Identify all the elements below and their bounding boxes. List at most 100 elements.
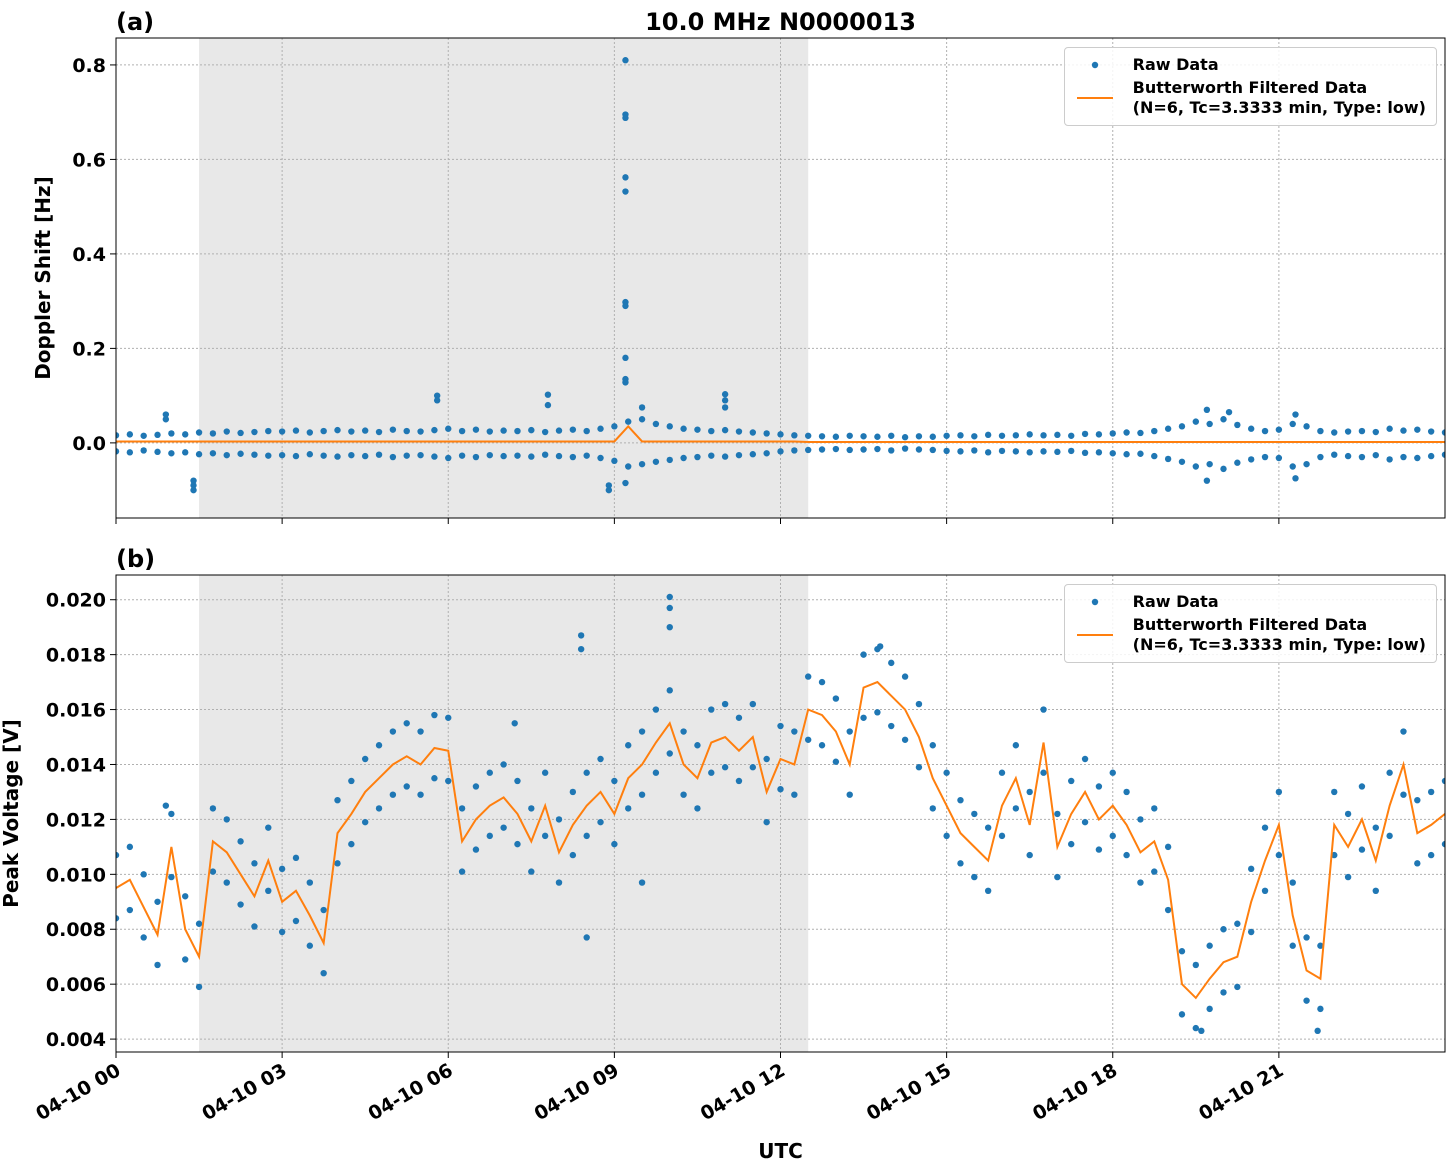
x-tick-label: 04-10 18 bbox=[1029, 1059, 1121, 1125]
raw-point bbox=[1026, 788, 1033, 796]
raw-point bbox=[611, 423, 618, 430]
legend-marker bbox=[1091, 61, 1098, 69]
raw-point bbox=[1192, 961, 1200, 969]
raw-point bbox=[846, 446, 853, 454]
raw-point bbox=[943, 832, 950, 840]
raw-point bbox=[605, 482, 613, 489]
raw-point bbox=[209, 868, 217, 875]
x-axis-label: UTC bbox=[758, 1139, 803, 1163]
raw-point bbox=[500, 761, 507, 768]
raw-point bbox=[431, 775, 438, 782]
raw-point bbox=[1344, 428, 1352, 435]
raw-point bbox=[915, 433, 923, 440]
raw-point bbox=[597, 755, 604, 763]
raw-point bbox=[791, 728, 798, 735]
raw-point bbox=[957, 796, 964, 804]
raw-point bbox=[622, 302, 629, 310]
raw-point bbox=[223, 428, 230, 435]
raw-point bbox=[541, 832, 549, 840]
raw-point bbox=[611, 840, 618, 848]
raw-point bbox=[1358, 427, 1366, 435]
raw-point bbox=[735, 714, 743, 721]
raw-point bbox=[403, 427, 410, 435]
raw-point bbox=[1441, 777, 1445, 785]
raw-point bbox=[569, 851, 577, 859]
raw-point bbox=[622, 174, 629, 181]
raw-point bbox=[1095, 431, 1103, 438]
raw-point bbox=[1164, 425, 1172, 432]
raw-point bbox=[265, 887, 272, 895]
raw-point bbox=[361, 818, 369, 826]
raw-point bbox=[1275, 426, 1283, 433]
raw-point bbox=[417, 791, 424, 798]
raw-point bbox=[998, 832, 1006, 840]
raw-point bbox=[708, 769, 715, 776]
raw-point bbox=[458, 805, 466, 812]
raw-point bbox=[1247, 425, 1255, 432]
raw-point bbox=[458, 427, 466, 435]
filtered-line bbox=[116, 680, 1445, 1000]
raw-point bbox=[708, 452, 715, 459]
raw-point bbox=[375, 742, 383, 749]
raw-point bbox=[445, 714, 452, 721]
y-tick-label: 0.4 bbox=[72, 244, 106, 266]
raw-point bbox=[777, 785, 784, 793]
raw-point bbox=[832, 695, 840, 702]
raw-point bbox=[1095, 783, 1103, 790]
raw-point bbox=[140, 871, 147, 878]
raw-point bbox=[334, 426, 341, 434]
raw-point bbox=[929, 433, 936, 440]
raw-point bbox=[278, 428, 286, 435]
raw-point bbox=[1123, 429, 1130, 436]
raw-point bbox=[611, 457, 618, 465]
raw-point bbox=[1109, 430, 1116, 437]
legend-marker bbox=[1091, 598, 1098, 606]
raw-point bbox=[555, 452, 563, 460]
raw-point bbox=[237, 838, 244, 845]
raw-point bbox=[1151, 805, 1158, 812]
y-axis-label: Peak Voltage [V] bbox=[0, 719, 23, 908]
raw-point bbox=[116, 432, 120, 439]
raw-point bbox=[431, 711, 438, 719]
raw-point bbox=[162, 802, 170, 809]
raw-point bbox=[1012, 742, 1020, 749]
raw-point bbox=[818, 678, 826, 686]
raw-point bbox=[1414, 796, 1421, 804]
raw-point bbox=[1275, 788, 1283, 796]
raw-point bbox=[577, 645, 585, 653]
raw-point bbox=[140, 934, 147, 941]
raw-point bbox=[1137, 879, 1144, 886]
raw-point bbox=[1303, 934, 1310, 941]
raw-point bbox=[984, 887, 992, 895]
raw-point bbox=[1040, 432, 1047, 439]
x-tick-label: 04-10 03 bbox=[198, 1059, 290, 1125]
raw-point bbox=[1331, 451, 1338, 458]
filtered-line bbox=[116, 424, 1445, 443]
raw-point bbox=[749, 429, 757, 436]
raw-point bbox=[625, 805, 632, 812]
raw-point bbox=[320, 427, 327, 435]
raw-point bbox=[223, 816, 230, 823]
panel-label: (a) bbox=[116, 8, 154, 36]
raw-point bbox=[126, 843, 134, 851]
raw-point bbox=[1220, 465, 1227, 473]
raw-point bbox=[265, 452, 272, 459]
raw-point bbox=[832, 445, 840, 453]
raw-point bbox=[1441, 429, 1445, 436]
y-tick-label: 0.008 bbox=[46, 919, 106, 941]
raw-point bbox=[1331, 429, 1338, 436]
raw-point bbox=[1317, 942, 1324, 949]
raw-point bbox=[625, 742, 632, 749]
raw-point bbox=[1427, 788, 1435, 796]
raw-point bbox=[500, 427, 507, 434]
raw-point bbox=[1275, 851, 1283, 859]
raw-point bbox=[1012, 432, 1020, 439]
raw-point bbox=[1427, 452, 1435, 460]
raw-point bbox=[1068, 447, 1075, 455]
raw-point bbox=[306, 942, 314, 949]
raw-point bbox=[544, 391, 552, 398]
raw-point bbox=[237, 429, 244, 437]
raw-point bbox=[583, 832, 590, 840]
y-tick-label: 0.018 bbox=[46, 645, 106, 667]
raw-point bbox=[1095, 449, 1103, 456]
